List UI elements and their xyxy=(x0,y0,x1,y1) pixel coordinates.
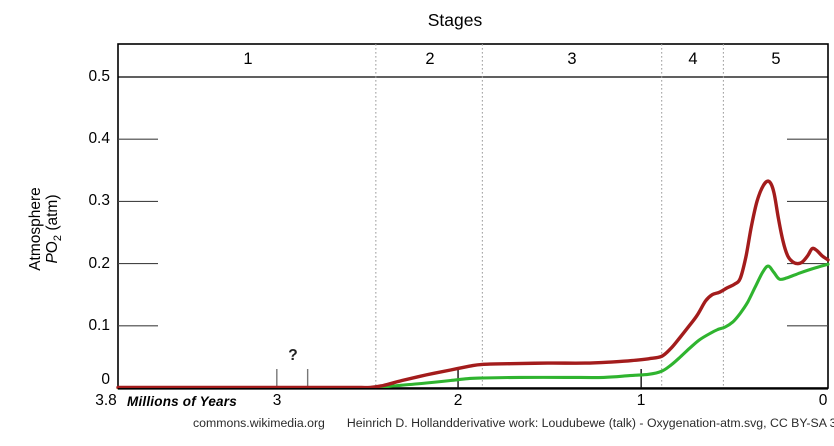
stage-label-2: 2 xyxy=(425,50,435,68)
attribution-source: commons.wikimedia.org xyxy=(193,416,325,430)
plot-border xyxy=(117,43,829,389)
y-axis-label-line1: Atmosphere xyxy=(27,187,44,271)
x-tick-1: 1 xyxy=(636,392,646,409)
x-tick-3-8: 3.8 xyxy=(95,392,117,409)
stage-label-3: 3 xyxy=(567,50,577,68)
y-axis-label-o: O xyxy=(44,241,62,254)
x-tick-0: 0 xyxy=(818,392,828,409)
y-tick-0-3: 0.3 xyxy=(88,192,110,209)
y-tick-0-1: 0.1 xyxy=(88,317,110,334)
stage-label-1: 1 xyxy=(243,50,253,68)
y-tick-0-4: 0.4 xyxy=(88,130,110,147)
y-tick-0-2: 0.2 xyxy=(88,255,110,272)
y-axis-label-unit: (atm) xyxy=(44,194,62,231)
stage-label-5: 5 xyxy=(771,50,781,68)
y-tick-0-5: 0.5 xyxy=(88,68,110,85)
x-tick-2: 2 xyxy=(453,392,463,409)
stage-label-4: 4 xyxy=(688,50,698,68)
x-axis-label: Millions of Years xyxy=(127,394,237,409)
uncertainty-marker: ? xyxy=(288,347,298,364)
y-axis-label: Atmosphere PO2 (atm) xyxy=(27,139,65,319)
chart-title: Stages xyxy=(427,10,483,30)
x-tick-3: 3 xyxy=(272,392,282,409)
red-upper-estimate-curve xyxy=(116,179,830,390)
y-axis-label-p: P xyxy=(44,253,62,264)
green-lower-estimate-curve xyxy=(116,262,830,390)
y-tick-0: 0 xyxy=(101,371,110,388)
y-axis-label-sub: 2 xyxy=(52,234,65,242)
attribution: commons.wikimedia.org Heinrich D. Hollan… xyxy=(193,416,834,430)
attribution-credit: Heinrich D. Hollandderivative work: Loud… xyxy=(346,416,834,430)
